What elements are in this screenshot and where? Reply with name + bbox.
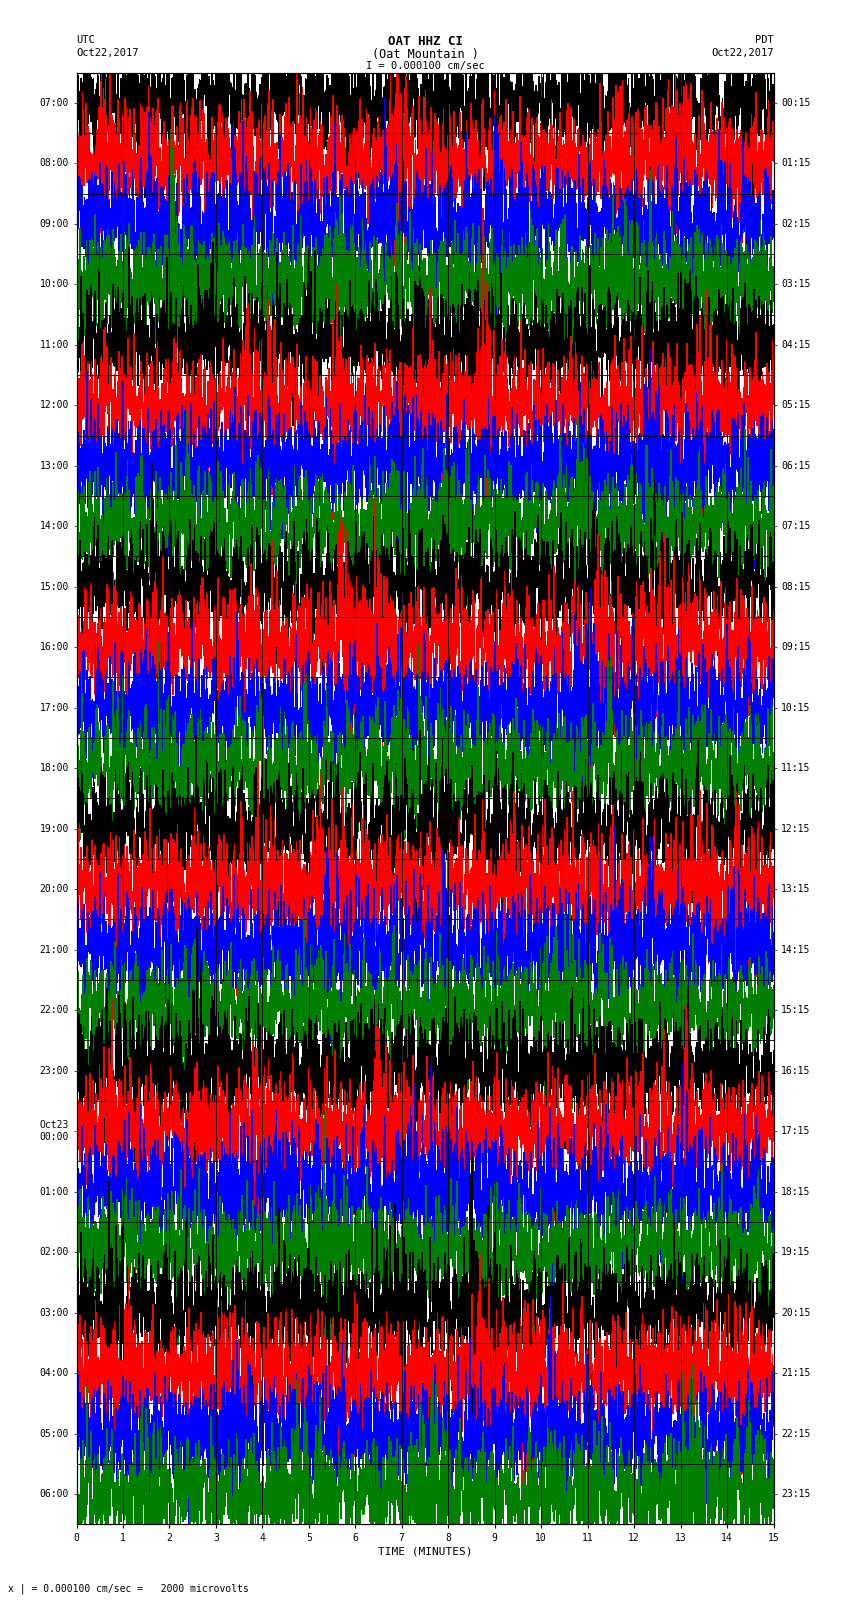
Text: Oct22,2017: Oct22,2017: [711, 48, 774, 58]
Text: x | = 0.000100 cm/sec =   2000 microvolts: x | = 0.000100 cm/sec = 2000 microvolts: [8, 1582, 249, 1594]
Text: I = 0.000100 cm/sec: I = 0.000100 cm/sec: [366, 61, 484, 71]
Text: OAT HHZ CI: OAT HHZ CI: [388, 35, 462, 48]
Text: UTC: UTC: [76, 35, 95, 45]
Text: PDT: PDT: [755, 35, 774, 45]
Text: (Oat Mountain ): (Oat Mountain ): [371, 48, 479, 61]
Text: Oct22,2017: Oct22,2017: [76, 48, 139, 58]
X-axis label: TIME (MINUTES): TIME (MINUTES): [377, 1547, 473, 1557]
